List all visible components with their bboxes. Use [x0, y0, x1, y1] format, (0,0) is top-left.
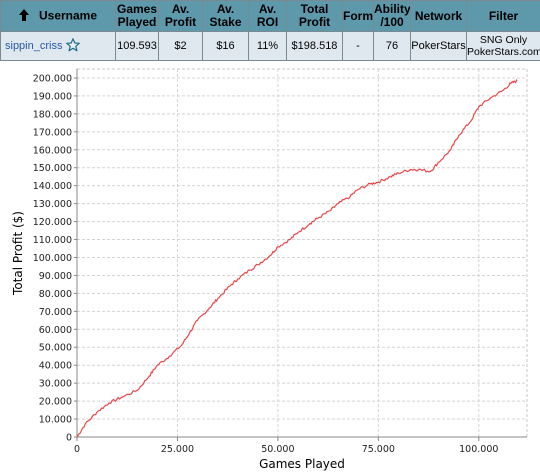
y-tick-label: 110.000: [33, 235, 72, 246]
column-header-av-profit-line2: Profit: [164, 15, 197, 29]
y-tick-label: 60.000: [39, 325, 72, 336]
y-tick-label: 130.000: [33, 199, 72, 210]
y-tick-label: 0: [66, 433, 72, 444]
x-tick-label: 75.000: [362, 444, 395, 455]
column-header-games-played[interactable]: Games Played: [115, 0, 159, 32]
x-tick-label: 50.000: [261, 444, 294, 455]
y-tick-label: 90.000: [39, 271, 72, 282]
y-tick-label: 140.000: [33, 181, 72, 192]
column-header-av-profit[interactable]: Av. Profit: [158, 0, 203, 32]
ability-value: 76: [373, 31, 411, 61]
y-tick-label: 100.000: [33, 253, 72, 264]
column-header-username-label: Username: [38, 8, 98, 23]
column-header-ability-line1: Ability: [374, 2, 411, 16]
av-stake-value: $16: [202, 31, 249, 61]
av-profit-value: $2: [158, 31, 203, 61]
y-tick-label: 120.000: [33, 217, 72, 228]
username-cell: sippin_criss: [0, 31, 116, 61]
column-header-av-roi[interactable]: Av. ROI: [248, 0, 287, 32]
column-header-av-stake[interactable]: Av. Stake: [202, 0, 249, 32]
y-tick-label: 20.000: [39, 397, 72, 408]
y-tick-label: 180.000: [33, 109, 72, 120]
column-header-av-profit-line1: Av.: [171, 2, 190, 16]
column-header-total-profit-line1: Total: [300, 2, 329, 16]
column-header-ability-line2: /100: [380, 15, 404, 29]
player-stats-table: Username Games Played Av. Profit Av. Stake …: [0, 0, 540, 61]
y-tick-label: 170.000: [33, 127, 72, 138]
form-value: -: [342, 31, 374, 61]
column-header-av-stake-line2: Stake: [209, 15, 242, 29]
chart-axes: [76, 69, 527, 438]
column-header-filter[interactable]: Filter: [466, 0, 540, 32]
star-outline-icon[interactable]: [66, 37, 81, 55]
y-tick-label: 200.000: [33, 73, 72, 84]
chart-plot-area: [76, 79, 518, 438]
network-value: PokerStars: [410, 31, 467, 61]
table-header-row: Username Games Played Av. Profit Av. Stake …: [0, 0, 540, 32]
total-profit-value: $198.518: [286, 31, 343, 61]
y-tick-label: 40.000: [39, 361, 72, 372]
y-tick-label: 30.000: [39, 379, 72, 390]
profit-chart: 0 10.000 20.000 30.000 40.000 50.000 60.000 70.…: [11, 68, 528, 471]
column-header-games-played-line2: Played: [117, 15, 157, 29]
sort-up-arrow-icon[interactable]: [18, 8, 29, 24]
column-header-form[interactable]: Form: [342, 0, 374, 32]
x-tick-label: 0: [74, 444, 80, 455]
filter-value-line1: SNG Only: [479, 34, 528, 46]
filter-value: SNG Only PokerStars.com: [466, 31, 540, 61]
column-header-total-profit-line2: Profit: [298, 15, 331, 29]
av-roi-value: 11%: [248, 31, 287, 61]
x-tick-label: 100.000: [459, 444, 498, 455]
x-axis-label: Games Played: [259, 457, 345, 471]
column-header-ability[interactable]: Ability/100: [373, 0, 411, 32]
y-tick-label: 150.000: [33, 163, 72, 174]
y-tick-label: 70.000: [39, 307, 72, 318]
column-header-av-roi-line1: Av.: [258, 2, 277, 16]
column-header-total-profit[interactable]: Total Profit: [286, 0, 343, 32]
profit-series-line: [76, 79, 518, 438]
games-played-value: 109.593: [115, 31, 159, 61]
username-link[interactable]: sippin_criss: [5, 40, 63, 52]
chart-grid: [76, 68, 528, 438]
column-header-av-roi-line2: ROI: [256, 15, 279, 29]
chart-ticks: 0 10.000 20.000 30.000 40.000 50.000 60.000 70.…: [33, 73, 499, 455]
y-tick-label: 10.000: [39, 415, 72, 426]
x-tick-label: 25.000: [161, 444, 194, 455]
column-header-username[interactable]: Username: [0, 0, 116, 32]
filter-value-line2: PokerStars.com: [467, 46, 540, 58]
column-header-games-played-line1: Games: [116, 2, 158, 16]
y-tick-label: 190.000: [33, 91, 72, 102]
y-tick-label: 50.000: [39, 343, 72, 354]
column-header-network[interactable]: Network: [410, 0, 467, 32]
table-row: sippin_criss 109.593 $2 $16 11% $198.518…: [0, 31, 540, 61]
y-tick-label: 160.000: [33, 145, 72, 156]
y-tick-label: 80.000: [39, 289, 72, 300]
column-header-av-stake-line1: Av.: [216, 2, 235, 16]
y-axis-label: Total Profit ($): [11, 211, 25, 296]
